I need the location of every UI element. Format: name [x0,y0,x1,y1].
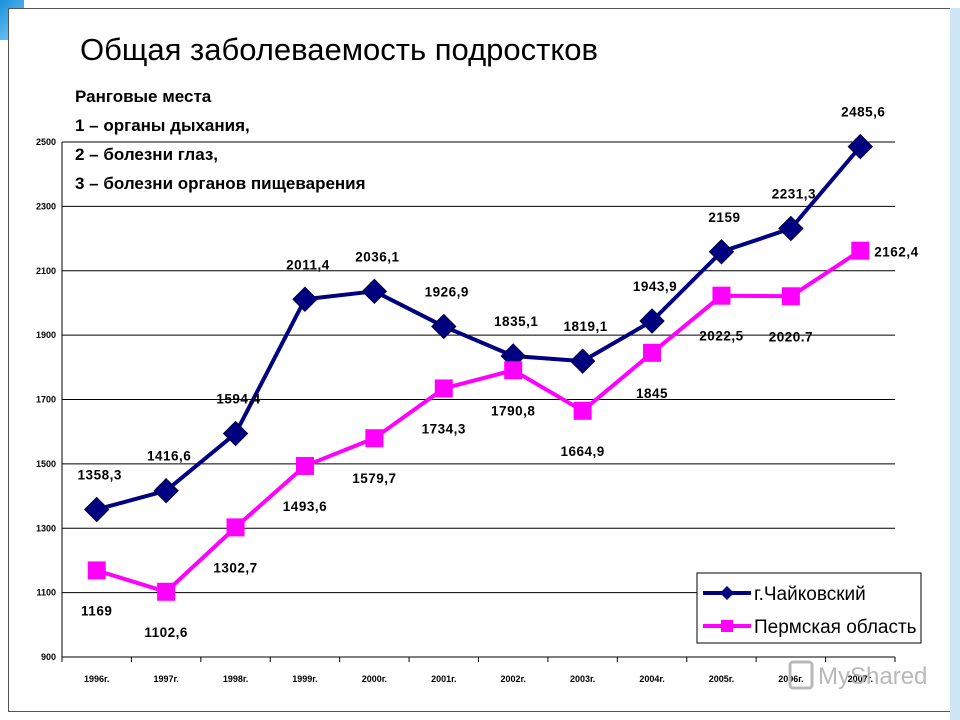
y-tick-label: 1100 [36,588,56,598]
rank-notes: Ранговые места 1 – органы дыхания, 2 – б… [75,87,366,193]
data-point [778,215,804,242]
watermark: MyShared [788,660,927,690]
x-tick-label: 2007г. [848,674,873,684]
data-point [361,278,388,305]
data-point [222,420,249,447]
x-tick-label: 2004г. [639,674,664,684]
y-tick-label: 1900 [36,330,56,340]
x-tick-label: 2000г. [362,674,387,684]
data-label: 1302,7 [213,560,257,575]
data-label: 1819,1 [563,319,607,334]
data-label: 1943,9 [633,279,677,294]
grid-lines [62,141,895,658]
data-label: 1493,6 [283,499,327,514]
x-tick-label: 2005г. [709,674,734,684]
data-label: 1845 [636,386,668,401]
data-point [87,561,106,580]
data-point [851,241,870,260]
data-label: 1579,7 [352,471,396,486]
x-tick-label: 1997г. [153,674,178,684]
data-label: 1416,6 [147,449,191,464]
watermark-logo-icon [788,660,814,690]
rank-note-heading: Ранговые места [75,87,212,106]
legend-label: Пермская область [754,617,917,638]
y-tick-label: 2300 [36,201,56,211]
data-label: 1102,6 [144,625,188,640]
data-point [573,401,592,420]
data-point [292,286,318,312]
data-point [504,361,523,380]
data-label: 1594,4 [216,391,260,406]
series-line [96,145,862,512]
legend-box [696,572,922,644]
data-label: 2011,4 [286,257,330,272]
data-label: 2162,4 [874,245,918,260]
data-point [569,348,596,374]
data-point [781,287,800,306]
data-point [712,286,731,305]
y-tick-label: 2100 [36,266,56,276]
rank-note-2: 2 – болезни глаз, [75,145,218,164]
data-point [295,456,314,475]
data-label: 2020.7 [769,329,813,344]
data-point [643,343,662,362]
legend-label: г.Чайковский [754,584,866,605]
x-tick-label: 1999г. [292,674,317,684]
data-label: 1790,8 [491,403,535,418]
data-label: 2231,3 [772,186,816,201]
y-tick-label: 2500 [36,137,56,147]
rank-note-3: 3 – болезни органов пищеварения [75,174,366,193]
x-tick-label: 2002г. [501,674,526,684]
chart-title: Общая заболеваемость подростков [80,32,598,67]
y-tick-label: 900 [41,652,56,662]
y-tick-label: 1300 [36,523,56,533]
data-point [434,379,453,398]
data-label: 1664,9 [560,444,604,459]
data-point [431,313,457,340]
data-point [708,239,735,265]
x-tick-label: 1996г. [84,674,109,684]
data-labels: 1358,3 1416,6 1594,4 2011,4 2036,1 1926,9 1835… [78,105,919,640]
data-point [153,478,179,504]
x-tick-label: 2003г. [570,674,595,684]
right-edge-bar [950,8,960,720]
rank-note-1: 1 – органы дыхания, [75,116,250,135]
x-tick-label: 2001г. [431,674,456,684]
data-point [639,308,665,334]
data-label: 2036,1 [355,249,399,264]
legend: г.Чайковский Пермская область [696,572,922,644]
legend-swatch-marker [721,620,733,632]
x-tick-label: 1998г. [223,674,248,684]
y-tick-label: 1500 [36,459,56,469]
axes: 900 1100 1300 1500 1700 1900 2100 2300 2500 1996г… [36,137,896,684]
data-label: 1835,1 [494,314,538,329]
series-line [96,248,862,594]
data-label: 1358,3 [78,467,122,482]
data-point [84,496,110,523]
legend-swatch-marker [720,586,734,600]
data-label: 2022,5 [699,329,743,344]
data-point [226,518,245,537]
data-point [365,429,384,448]
watermark-text: MyShared [818,663,927,690]
data-label: 1169 [81,603,112,618]
data-label: 1926,9 [425,284,469,299]
data-label: 2485,6 [841,105,885,120]
y-tick-label: 1700 [36,395,56,405]
data-label: 1734,3 [422,421,466,436]
series-lines [84,133,873,601]
data-point [847,133,873,160]
data-point [157,582,176,601]
data-label: 2159 [708,210,740,225]
